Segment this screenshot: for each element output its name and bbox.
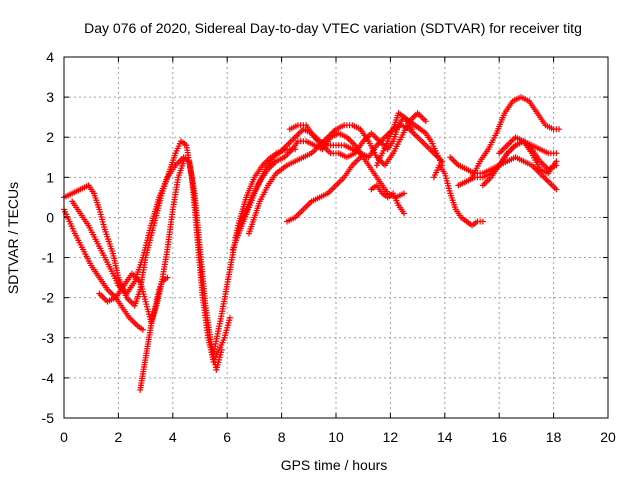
data-point (292, 146, 299, 153)
y-tick-label: 1 (46, 169, 54, 185)
x-tick-label: 16 (491, 429, 507, 445)
y-tick-label: 2 (46, 129, 54, 145)
series-track-2 (61, 206, 146, 333)
series-track-15 (447, 154, 560, 193)
plot-frame (63, 56, 609, 419)
data-point (158, 281, 165, 288)
x-tick-label: 2 (115, 429, 123, 445)
series-track-8 (245, 110, 429, 237)
series-track-12 (373, 110, 446, 169)
y-tick-label: -5 (42, 410, 55, 426)
data-point (479, 218, 486, 225)
series-track-4 (96, 158, 187, 325)
series-track-9 (229, 146, 299, 253)
x-tick-label: 12 (383, 429, 399, 445)
x-tick-label: 14 (437, 429, 453, 445)
data-point (357, 154, 364, 161)
y-tick-label: -4 (42, 370, 55, 386)
data-point (180, 158, 187, 165)
data-point (401, 190, 407, 197)
data-point (156, 286, 163, 293)
data-point (422, 118, 429, 125)
y-tick-label: -1 (42, 250, 55, 266)
data-points (61, 94, 563, 393)
data-point (164, 274, 171, 281)
y-axis-label: SDTVAR / TECUs (5, 182, 21, 294)
series-track-6 (210, 122, 446, 357)
data-point (553, 150, 560, 157)
x-tick-label: 6 (223, 429, 231, 445)
series-track-5 (137, 274, 171, 393)
x-tick-label: 4 (169, 429, 177, 445)
data-point (218, 346, 225, 353)
x-tick-label: 10 (328, 429, 344, 445)
data-point (553, 186, 560, 193)
series-track-14 (430, 162, 486, 229)
data-point (556, 126, 563, 133)
y-tick-label: -3 (42, 330, 55, 346)
y-tick-label: 3 (46, 89, 54, 105)
x-tick-label: 20 (600, 429, 616, 445)
series-track-10 (284, 154, 364, 225)
x-tick-label: 18 (546, 429, 562, 445)
data-point (139, 326, 146, 333)
series-track-13 (368, 182, 407, 217)
data-point (409, 126, 416, 133)
grid-layer (64, 57, 608, 418)
x-tick-label: 0 (60, 429, 68, 445)
y-tick-label: 4 (46, 49, 54, 65)
chart-title: Day 076 of 2020, Sidereal Day-to-day VTE… (84, 20, 582, 36)
data-point (157, 283, 164, 290)
series-track-19 (496, 134, 560, 177)
series-track-11 (286, 114, 416, 161)
data-point (401, 210, 407, 217)
series-track-17 (469, 94, 563, 181)
x-axis-label: GPS time / hours (281, 457, 388, 473)
data-point (553, 158, 560, 165)
y-tick-label: -2 (42, 290, 55, 306)
x-tick-label: 8 (278, 429, 286, 445)
data-point (226, 314, 233, 321)
y-tick-label: 0 (46, 209, 54, 225)
